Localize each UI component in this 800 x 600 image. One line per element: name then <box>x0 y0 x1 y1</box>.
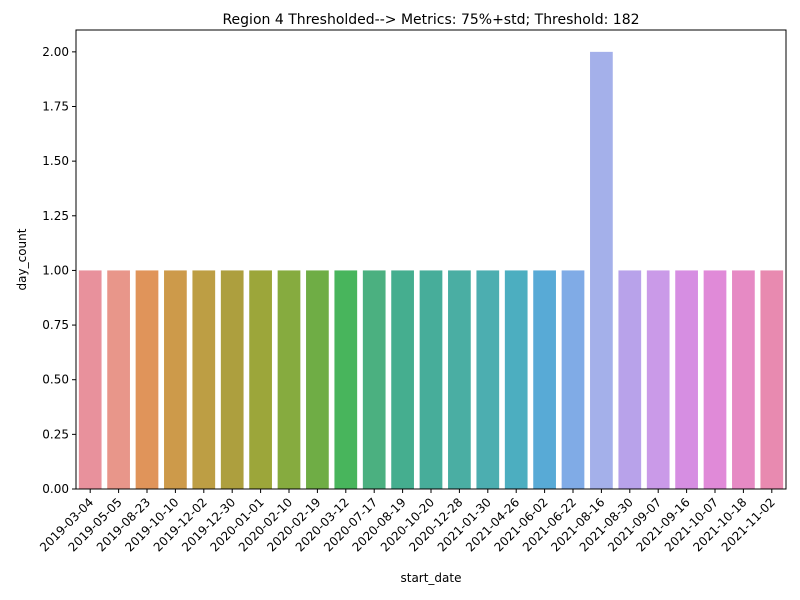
bar-2020-08-19 <box>391 270 414 489</box>
y-tick-label: 0.50 <box>42 373 69 387</box>
bars-group <box>78 51 784 489</box>
bar-2021-06-22 <box>561 270 585 489</box>
y-tick-label: 0.00 <box>42 482 69 496</box>
bar-2019-12-30 <box>220 270 244 489</box>
y-tick-label: 0.25 <box>42 427 69 441</box>
x-axis: 2019-03-042019-05-052019-08-232019-10-10… <box>37 489 778 554</box>
bar-2019-10-10 <box>164 270 187 489</box>
y-tick-label: 1.00 <box>42 263 69 277</box>
bar-2020-07-17 <box>362 270 386 489</box>
bar-2021-09-16 <box>675 270 698 489</box>
bar-2020-02-10 <box>277 270 301 489</box>
bar-2020-12-28 <box>448 270 471 489</box>
y-tick-label: 1.25 <box>42 209 69 223</box>
bar-2019-05-05 <box>107 270 130 489</box>
bar-2021-08-30 <box>618 270 642 489</box>
bar-2020-02-19 <box>306 270 329 489</box>
bar-2021-09-07 <box>646 270 670 489</box>
bar-2019-12-02 <box>192 270 216 489</box>
bar-2019-08-23 <box>135 270 159 489</box>
bar-2021-01-30 <box>476 270 500 489</box>
bar-2019-03-04 <box>78 270 102 489</box>
bar-2021-08-16 <box>590 51 613 489</box>
y-tick-label: 0.75 <box>42 318 69 332</box>
bar-2021-10-07 <box>703 270 727 489</box>
bar-2020-01-01 <box>249 270 272 489</box>
bar-2021-06-02 <box>533 270 556 489</box>
chart-title: Region 4 Thresholded--> Metrics: 75%+std… <box>222 12 639 28</box>
bar-2020-10-20 <box>419 270 443 489</box>
bar-2021-04-26 <box>504 270 528 489</box>
y-axis: 0.00 0.25 0.50 0.75 1.00 1.25 1.50 1.75 2.00 <box>42 45 76 496</box>
x-axis-label: start_date <box>400 571 461 585</box>
bar-2020-03-12 <box>334 270 358 489</box>
y-tick-label: 1.50 <box>42 154 69 168</box>
bar-2021-10-18 <box>732 270 755 489</box>
y-tick-label: 1.75 <box>42 100 69 114</box>
bar-2021-11-02 <box>760 270 784 489</box>
y-tick-label: 2.00 <box>42 45 69 59</box>
y-axis-label: day_count <box>15 228 29 290</box>
